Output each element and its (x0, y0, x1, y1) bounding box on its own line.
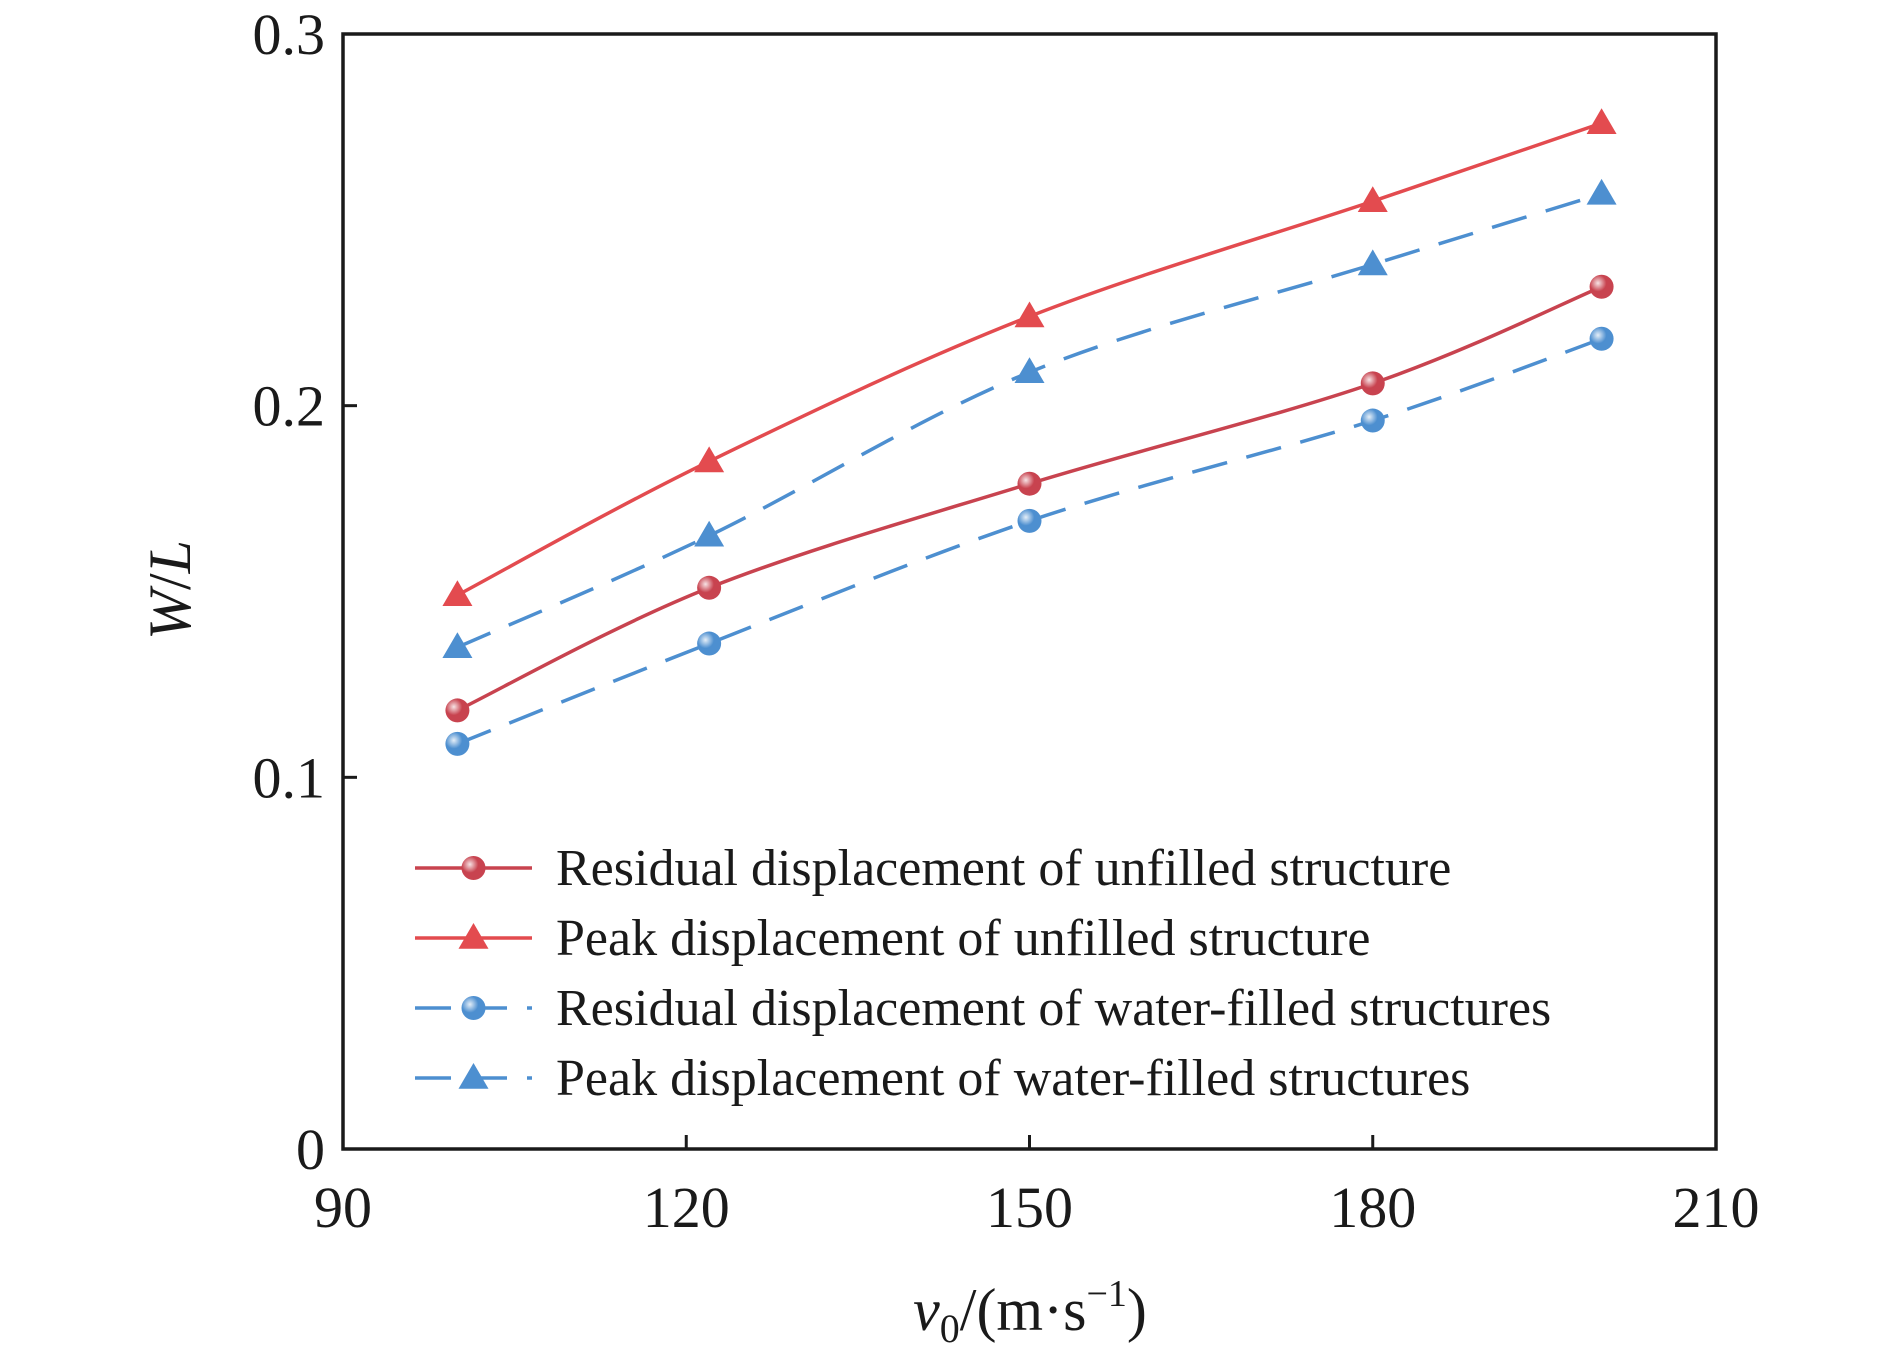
y-tick-label: 0.2 (253, 374, 326, 439)
x-tick-label: 210 (1673, 1175, 1760, 1240)
data-point (1586, 178, 1617, 205)
series-4 (442, 178, 1617, 659)
data-point (1014, 301, 1045, 328)
data-point (1357, 249, 1388, 276)
legend-marker (461, 996, 486, 1020)
axis-ticks: 90 120 150 180 210 0 0.1 0.2 0.3 (253, 2, 1760, 1240)
data-point (442, 632, 473, 659)
x-tick-label: 90 (314, 1175, 372, 1240)
data-point (1014, 357, 1045, 384)
data-point (1586, 108, 1617, 134)
data-point (1360, 371, 1385, 396)
y-axis-title: W/L (137, 540, 203, 640)
data-point (1360, 408, 1385, 433)
series-2 (442, 108, 1617, 607)
data-point (1589, 274, 1614, 299)
x-tick-label: 120 (643, 1175, 730, 1240)
series-line (456, 192, 1603, 649)
legend-entry-1: Residual displacement of unfilled struct… (415, 840, 1451, 897)
legend-label: Peak displacement of unfilled structure (556, 910, 1370, 967)
legend-label: Peak displacement of water-filled struct… (556, 1050, 1470, 1107)
series-3 (445, 326, 1614, 756)
legend-label: Residual displacement of unfilled struct… (556, 840, 1451, 897)
data-point (694, 446, 725, 473)
legend-label: Residual displacement of water-filled st… (556, 980, 1551, 1037)
legend-marker (458, 923, 489, 949)
legend-entry-4: Peak displacement of water-filled struct… (415, 1050, 1470, 1107)
data-point (1017, 471, 1042, 496)
data-point (445, 731, 470, 756)
x-tick-label: 180 (1329, 1175, 1416, 1240)
data-point (442, 580, 473, 607)
data-point (1357, 186, 1388, 213)
y-tick-label: 0.3 (253, 2, 326, 67)
y-tick-label: 0 (296, 1117, 325, 1182)
data-point (694, 520, 725, 547)
y-tick-label: 0.1 (253, 745, 326, 810)
data-point (1589, 326, 1614, 351)
series-line (456, 337, 1603, 746)
data-point (1017, 508, 1042, 533)
series-line (456, 285, 1603, 713)
series-1 (445, 274, 1614, 723)
legend: Residual displacement of unfilled struct… (415, 840, 1551, 1107)
series-layer (442, 108, 1617, 756)
legend-marker (458, 1063, 489, 1089)
x-axis-title: v0/(m·s−1) (913, 1273, 1147, 1351)
x-tick-label: 150 (986, 1175, 1073, 1240)
legend-marker (461, 856, 486, 880)
data-point (445, 698, 470, 723)
data-point (697, 631, 722, 656)
legend-entry-3: Residual displacement of water-filled st… (415, 980, 1551, 1037)
data-point (697, 575, 722, 600)
legend-entry-2: Peak displacement of unfilled structure (415, 910, 1370, 967)
